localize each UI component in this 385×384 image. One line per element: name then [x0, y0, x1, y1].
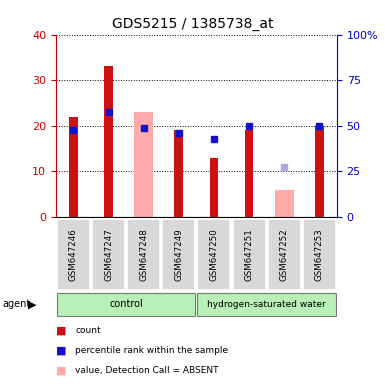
- FancyBboxPatch shape: [92, 219, 125, 290]
- Text: agent: agent: [2, 299, 30, 310]
- Text: ▶: ▶: [28, 299, 36, 310]
- Bar: [275, 190, 294, 217]
- Text: GSM647253: GSM647253: [315, 228, 324, 281]
- Bar: [69, 117, 78, 217]
- Text: GSM647246: GSM647246: [69, 228, 78, 281]
- Text: GSM647252: GSM647252: [280, 228, 289, 281]
- Text: GSM647249: GSM647249: [174, 228, 183, 281]
- FancyBboxPatch shape: [127, 219, 160, 290]
- FancyBboxPatch shape: [57, 219, 90, 290]
- Text: ■: ■: [56, 325, 66, 335]
- Text: percentile rank within the sample: percentile rank within the sample: [75, 346, 228, 355]
- FancyBboxPatch shape: [198, 219, 231, 290]
- Bar: [244, 130, 253, 217]
- FancyBboxPatch shape: [57, 293, 195, 316]
- Text: GSM647250: GSM647250: [209, 228, 218, 281]
- Text: ■: ■: [56, 365, 66, 375]
- FancyBboxPatch shape: [303, 219, 336, 290]
- FancyBboxPatch shape: [162, 219, 195, 290]
- Text: GSM647251: GSM647251: [244, 228, 254, 281]
- Text: count: count: [75, 326, 101, 335]
- Text: GSM647247: GSM647247: [104, 228, 113, 281]
- Bar: [209, 158, 218, 217]
- Bar: [315, 126, 324, 217]
- FancyBboxPatch shape: [198, 293, 336, 316]
- FancyBboxPatch shape: [233, 219, 266, 290]
- Text: GSM647248: GSM647248: [139, 228, 148, 281]
- Text: ■: ■: [56, 345, 66, 355]
- Text: GDS5215 / 1385738_at: GDS5215 / 1385738_at: [112, 17, 273, 31]
- Text: control: control: [109, 299, 143, 310]
- Text: hydrogen-saturated water: hydrogen-saturated water: [207, 300, 326, 309]
- Text: value, Detection Call = ABSENT: value, Detection Call = ABSENT: [75, 366, 219, 375]
- Bar: [104, 66, 113, 217]
- FancyBboxPatch shape: [268, 219, 301, 290]
- Bar: [134, 112, 153, 217]
- Bar: [174, 130, 183, 217]
